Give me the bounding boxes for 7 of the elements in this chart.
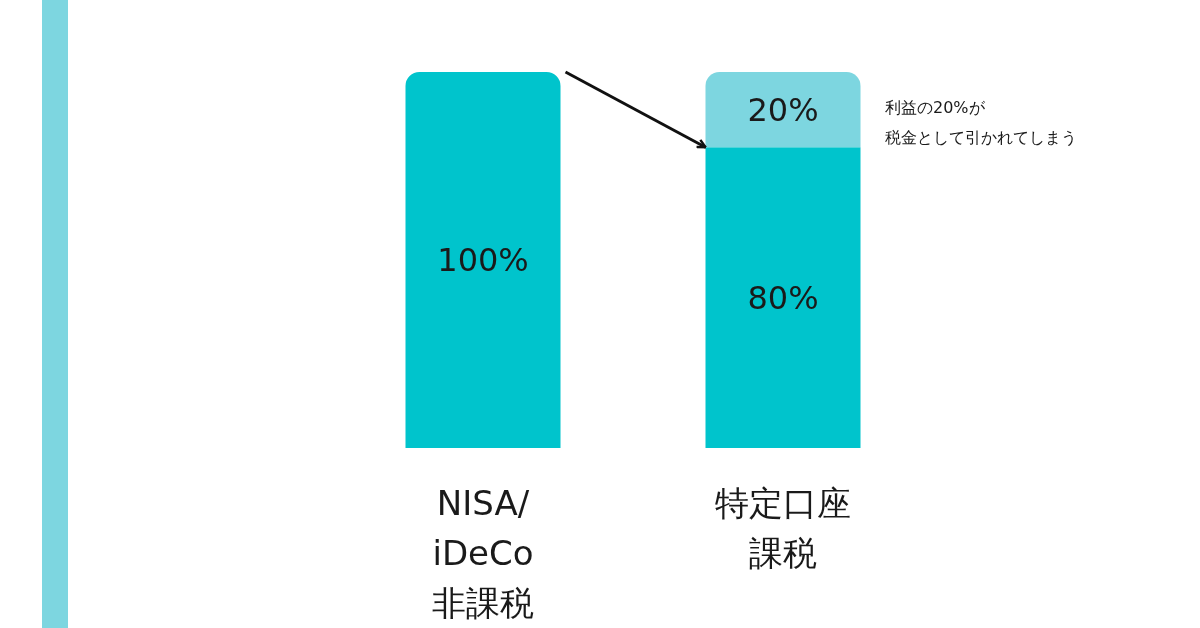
annotation: 利益の20%が — [885, 97, 986, 117]
annotation: 税金として引かれてしまう — [885, 127, 1077, 147]
x-tick-label: NISA/iDeCo 非課税 — [432, 483, 534, 623]
data-label: 80% — [747, 278, 819, 317]
data-label: 20% — [747, 90, 819, 129]
data-label: 100% — [437, 241, 529, 279]
x-tick-label: 特定口座課税 — [715, 483, 851, 573]
